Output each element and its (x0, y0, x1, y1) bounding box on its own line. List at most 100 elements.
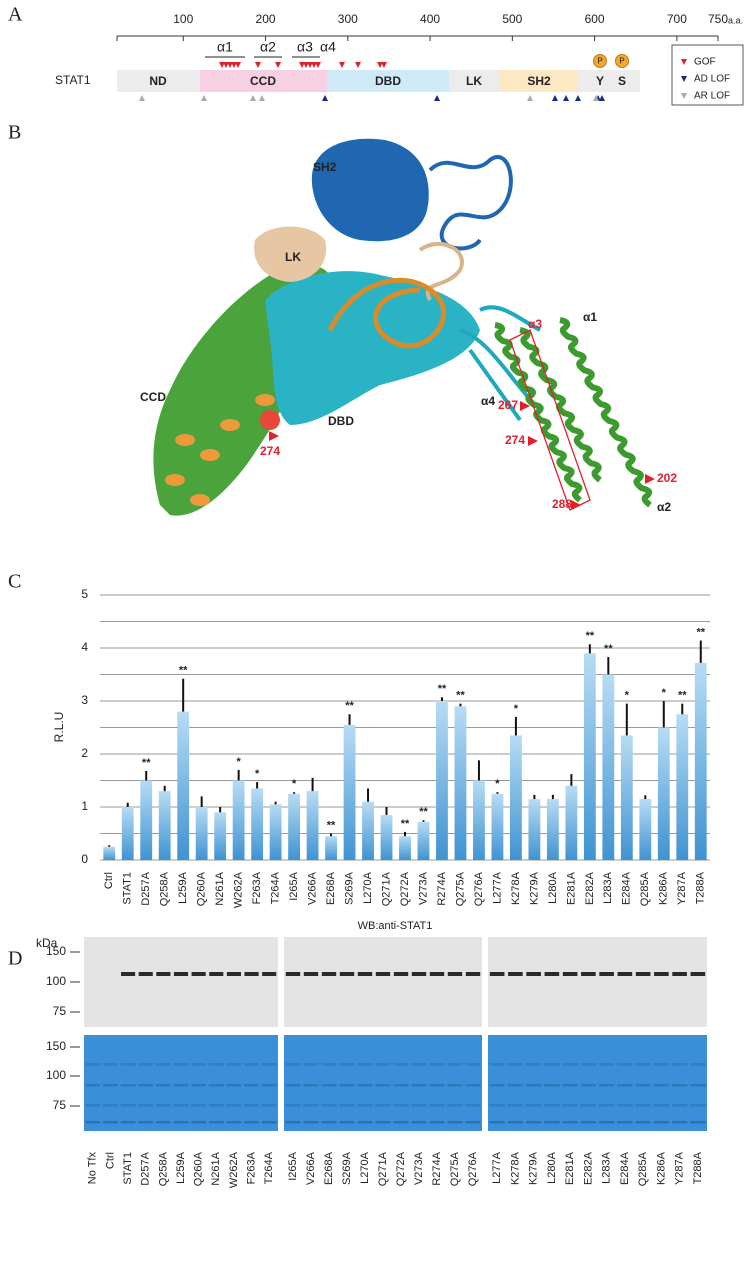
ad-lof-marker (575, 95, 581, 101)
cbb-band (244, 1121, 259, 1124)
cbb-band (635, 1063, 651, 1066)
lane-label: R274A (431, 1151, 443, 1185)
cbb-band (447, 1104, 463, 1107)
cbb-band (562, 1063, 578, 1066)
bar (214, 812, 227, 860)
cbb-band (120, 1084, 136, 1087)
ar-lof-marker (250, 95, 256, 101)
structure-label: DBD (328, 414, 354, 428)
structure-label: 267 (498, 398, 518, 412)
cbb-band (507, 1063, 524, 1066)
cbb-band (226, 1104, 242, 1107)
cbb-band (525, 1121, 542, 1124)
wb-band (244, 972, 259, 976)
significance: ** (401, 818, 410, 830)
y-axis-label: R.L.U (52, 712, 66, 743)
surface-patch (255, 394, 275, 406)
residue-marker (269, 431, 279, 441)
dna (327, 277, 447, 349)
wb-band (393, 972, 409, 976)
residue-marker (520, 401, 530, 411)
cbb-band (617, 1084, 633, 1087)
cbb-band (208, 1121, 224, 1124)
bar (509, 735, 522, 860)
bar (195, 807, 208, 860)
bar (362, 801, 374, 860)
bar (232, 780, 245, 860)
phospho-label: P (597, 57, 602, 66)
gof-marker (355, 62, 361, 68)
ad-lof-marker (563, 95, 569, 101)
x-tick-label: E281A (565, 871, 577, 905)
cbb-band (507, 1121, 524, 1124)
x-tick-label: N261A (214, 871, 226, 905)
marker-label: 150 (46, 944, 66, 958)
bar (380, 814, 393, 860)
cbb-band (489, 1063, 505, 1066)
cbb-band (191, 1121, 207, 1124)
ar-lof-marker (527, 95, 533, 101)
cbb-band (191, 1084, 207, 1087)
cbb-band (411, 1084, 427, 1087)
cbb-band (447, 1121, 463, 1124)
cbb-band (285, 1121, 301, 1124)
cbb-band (690, 1104, 706, 1107)
residue-marker (645, 474, 655, 484)
wb-band (173, 972, 189, 976)
cbb-band (303, 1121, 319, 1124)
cbb-band (580, 1063, 597, 1066)
bar (306, 791, 319, 860)
lane-label: K286A (655, 1151, 667, 1185)
domain-box (449, 70, 500, 92)
bar (158, 791, 171, 860)
gof-marker (315, 62, 321, 68)
bar (620, 735, 633, 860)
legend-marker (681, 76, 687, 82)
cbb-band (507, 1104, 524, 1107)
bar (343, 724, 356, 860)
ad-lof-marker (599, 95, 605, 101)
cbb-band (690, 1121, 706, 1124)
lane-label: No Tfx (87, 1152, 99, 1185)
bar (140, 780, 153, 860)
legend-marker (681, 93, 687, 99)
cbb-band (465, 1063, 481, 1066)
cbb-band (429, 1104, 445, 1107)
cbb-band (226, 1121, 242, 1124)
domain-label: S (618, 74, 626, 88)
y-tick-label: 4 (81, 640, 88, 654)
x-tick-label: W262A (233, 871, 245, 908)
significance: * (292, 778, 297, 790)
cbb-band (103, 1063, 118, 1066)
cbb-band (303, 1084, 319, 1087)
panel-label: B (8, 122, 21, 144)
y-tick-label: 5 (81, 587, 88, 601)
x-tick-label: E284A (621, 871, 633, 905)
lane-label: V266A (305, 1151, 317, 1185)
cbb-band (635, 1084, 651, 1087)
dbd-surface (265, 271, 480, 425)
lane-label: T288A (692, 1151, 704, 1184)
cbb-band (525, 1063, 542, 1066)
ad-lof-marker (552, 95, 558, 101)
helix-coil (494, 322, 583, 503)
wb-band (429, 972, 445, 976)
ruler-label: 100 (173, 12, 193, 26)
marker-label: 150 (46, 1039, 66, 1053)
lane-label: L259A (175, 1151, 187, 1183)
cbb-gel (84, 1035, 278, 1131)
domain-label: SH2 (527, 74, 551, 88)
x-tick-label: V273A (417, 871, 429, 905)
x-tick-label: Q285A (639, 871, 651, 906)
y-tick-label: 0 (81, 852, 88, 866)
bar (399, 836, 411, 860)
marker-label: 100 (46, 974, 66, 988)
helix-label: α4 (320, 39, 336, 55)
legend-label: AR LOF (694, 91, 730, 102)
cbb-band (357, 1121, 373, 1124)
gof-marker (307, 62, 313, 68)
x-tick-label: E282A (584, 871, 596, 905)
cbb-band (138, 1063, 154, 1066)
x-tick-label: T264A (270, 871, 282, 904)
